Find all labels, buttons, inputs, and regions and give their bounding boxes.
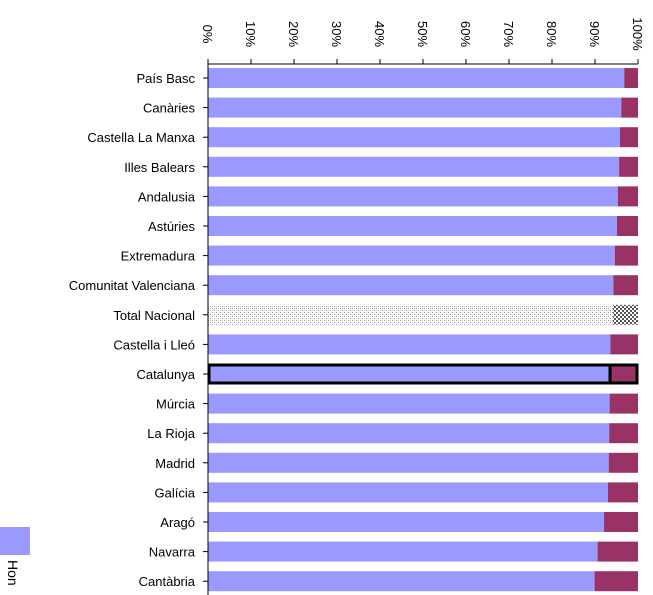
category-label: Catalunya bbox=[136, 367, 195, 382]
category-label: Extremadura bbox=[121, 249, 196, 264]
category-label: Castella La Manxa bbox=[87, 130, 195, 145]
bar-series-2 bbox=[604, 512, 638, 532]
bar-series-1 bbox=[208, 216, 617, 236]
category-label: Aragó bbox=[160, 515, 195, 530]
bar-series-2 bbox=[614, 245, 638, 266]
bar-highlight-outline bbox=[608, 363, 639, 385]
bar-series-2 bbox=[609, 393, 638, 414]
bar-series-2 bbox=[619, 156, 638, 177]
legend-swatch-series-1 bbox=[0, 527, 30, 555]
category-label: Madrid bbox=[155, 456, 195, 471]
category-label: Navarra bbox=[149, 545, 196, 560]
bar-series-2 bbox=[594, 571, 638, 592]
category-label: La Rioja bbox=[147, 426, 195, 441]
category-label: Galícia bbox=[155, 485, 196, 500]
x-tick-label: 100% bbox=[630, 17, 645, 51]
category-label: Illes Balears bbox=[124, 160, 195, 175]
bar-series-1 bbox=[208, 245, 615, 266]
bar-series-2 bbox=[610, 334, 638, 355]
x-tick-label: 50% bbox=[415, 21, 430, 47]
bar-series-2 bbox=[608, 452, 638, 473]
bar-series-1 bbox=[208, 482, 608, 503]
bar-series-2 bbox=[613, 304, 638, 325]
x-tick-label: 10% bbox=[243, 21, 258, 47]
bar-series-1 bbox=[208, 304, 614, 325]
x-tick-label: 30% bbox=[329, 21, 344, 47]
bar-series-2 bbox=[613, 275, 638, 296]
bar-series-2 bbox=[607, 482, 638, 503]
category-label: Comunitat Valenciana bbox=[69, 278, 196, 293]
x-tick-label: 70% bbox=[501, 21, 516, 47]
x-tick-label: 40% bbox=[372, 21, 387, 47]
bar-series-1 bbox=[208, 186, 618, 207]
category-label: País Basc bbox=[136, 71, 195, 86]
x-tick-label: 0% bbox=[200, 25, 215, 44]
bar-series-2 bbox=[621, 97, 638, 118]
bar-series-1 bbox=[208, 97, 622, 118]
bar-series-2 bbox=[610, 364, 638, 384]
bar-series-2 bbox=[616, 216, 638, 236]
bar-series-2 bbox=[617, 186, 638, 207]
bar-series-2 bbox=[597, 541, 638, 562]
bar-series-1 bbox=[208, 423, 610, 444]
bar-series-1 bbox=[208, 334, 611, 355]
category-label: Cantàbria bbox=[139, 574, 196, 589]
bar-series-2 bbox=[619, 127, 638, 148]
x-tick-label: 60% bbox=[458, 21, 473, 47]
bar-series-1 bbox=[208, 156, 620, 177]
x-tick-label: 20% bbox=[286, 21, 301, 47]
bar-series-1 bbox=[208, 393, 610, 414]
bar-series-1 bbox=[208, 452, 609, 473]
category-label: Astúries bbox=[148, 219, 195, 234]
category-label: Castella i Lleó bbox=[113, 337, 195, 352]
bar-series-1 bbox=[208, 275, 614, 296]
bar-series-2 bbox=[624, 68, 638, 88]
bar-series-1 bbox=[208, 512, 605, 532]
bar-series-2 bbox=[609, 423, 638, 444]
category-label: Múrcia bbox=[156, 397, 196, 412]
bar-series-1 bbox=[208, 364, 611, 384]
category-label: Andalusia bbox=[138, 189, 196, 204]
x-tick-label: 80% bbox=[544, 21, 559, 47]
bar-series-1 bbox=[208, 68, 625, 88]
x-tick-label: 90% bbox=[587, 21, 602, 47]
category-label: Canàries bbox=[143, 101, 196, 116]
bar-series-1 bbox=[208, 127, 620, 148]
legend-label-series-1: Hon bbox=[5, 560, 21, 586]
bar-series-1 bbox=[208, 541, 598, 562]
category-label: Total Nacional bbox=[113, 308, 195, 323]
bar-series-1 bbox=[208, 571, 595, 592]
